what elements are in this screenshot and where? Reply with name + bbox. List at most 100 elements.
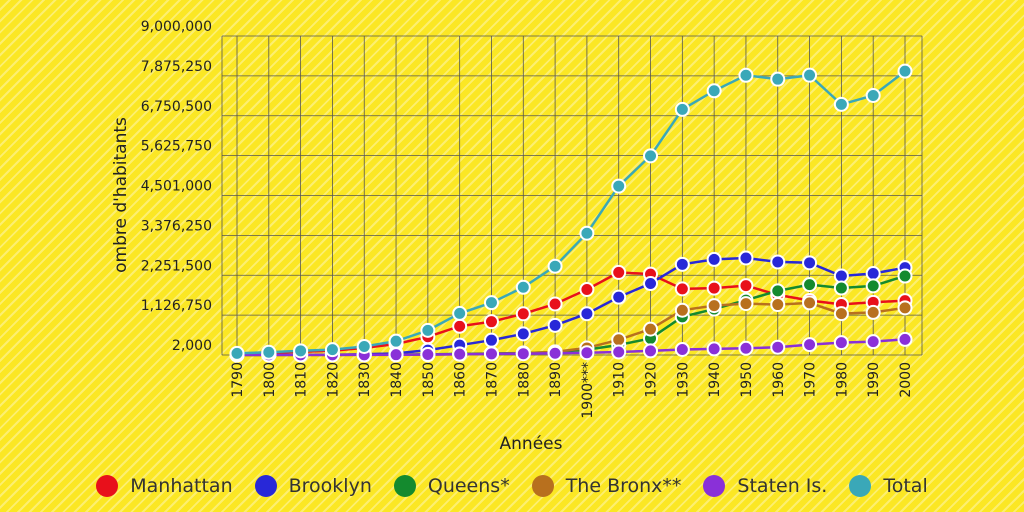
x-tick-label: 1950 — [739, 362, 755, 398]
x-axis-label: Années — [500, 434, 563, 454]
data-point — [452, 346, 468, 362]
data-point — [897, 300, 913, 316]
legend-swatch — [703, 475, 726, 497]
data-point — [802, 337, 818, 353]
data-point — [547, 345, 563, 361]
data-point — [547, 317, 563, 333]
x-tick-label: 1880 — [516, 362, 532, 398]
x-tick-label: 1890 — [548, 362, 564, 398]
x-tick-label: 1930 — [675, 362, 691, 398]
y-tick-label: 5,625,750 — [141, 139, 212, 155]
x-tick-label: 1920 — [644, 362, 660, 398]
data-point — [674, 341, 690, 357]
data-point — [770, 71, 786, 87]
legend-swatch — [849, 475, 872, 497]
legend-item: The Bronx** — [531, 475, 681, 497]
y-tick-label: 3,376,250 — [141, 218, 212, 234]
legend-swatch — [96, 475, 119, 497]
data-point — [324, 342, 340, 358]
x-tick-label: 1900*** — [580, 362, 596, 419]
data-point — [229, 345, 245, 361]
legend-item: Staten Is. — [703, 475, 827, 497]
data-point — [611, 332, 627, 348]
legend-swatch — [531, 475, 554, 497]
data-point — [802, 295, 818, 311]
data-point — [547, 296, 563, 312]
data-point — [897, 268, 913, 284]
data-point — [420, 322, 436, 338]
data-point — [802, 277, 818, 293]
legend-swatch — [393, 475, 416, 497]
data-point — [579, 225, 595, 241]
data-point — [261, 344, 277, 360]
series-line — [237, 338, 906, 357]
x-tick-label: 1910 — [612, 362, 628, 398]
x-tick-label: 1980 — [834, 362, 850, 398]
data-point — [515, 346, 531, 362]
data-point — [706, 280, 722, 296]
data-point — [452, 318, 468, 334]
data-point — [643, 343, 659, 359]
data-point — [579, 281, 595, 297]
y-tick-label: 7,875,250 — [141, 59, 212, 75]
x-tick-label: 1810 — [294, 362, 310, 398]
data-point — [483, 295, 499, 311]
x-tick-label: 1840 — [389, 362, 405, 398]
data-point — [706, 341, 722, 357]
data-point — [897, 63, 913, 79]
data-point — [833, 335, 849, 351]
data-point — [770, 254, 786, 270]
data-point — [770, 297, 786, 313]
data-point — [706, 251, 722, 267]
data-point — [674, 101, 690, 117]
chart-grid — [221, 35, 923, 356]
data-point — [865, 278, 881, 294]
data-point — [833, 268, 849, 284]
legend-item: Queens* — [393, 475, 510, 497]
data-point — [674, 302, 690, 318]
x-tick-label: 1970 — [803, 362, 819, 398]
data-point — [833, 306, 849, 322]
data-point — [579, 345, 595, 361]
x-tick-label: 1830 — [357, 362, 373, 398]
data-point — [738, 340, 754, 356]
x-tick-label: 1800 — [262, 362, 278, 398]
x-tick-label: 1940 — [707, 362, 723, 398]
series-line — [236, 70, 906, 355]
data-point — [483, 332, 499, 348]
data-point — [388, 347, 404, 363]
data-point — [738, 296, 754, 312]
data-point — [802, 67, 818, 83]
data-point — [611, 344, 627, 360]
legend-swatch — [254, 475, 277, 497]
data-point — [833, 96, 849, 112]
data-point — [865, 87, 881, 103]
data-point — [579, 306, 595, 322]
data-point — [356, 338, 372, 354]
y-axis-ticks: 2,000 1,126,750 2,251,500 3,376,250 4,501,00… — [141, 19, 212, 354]
data-point — [643, 276, 659, 292]
x-tick-label: 1990 — [866, 362, 882, 398]
y-tick-label: 1,126,750 — [141, 298, 212, 314]
line-chart: 2,000 1,126,750 2,251,500 3,376,250 4,501,00… — [111, 19, 923, 454]
data-point — [738, 278, 754, 294]
legend-label: Brooklyn — [288, 475, 372, 497]
y-tick-label: 6,750,500 — [141, 99, 212, 115]
data-point — [706, 83, 722, 99]
chart-legend: Manhattan Brooklyn Queens* The Bronx** State… — [0, 472, 1024, 500]
data-point — [452, 305, 468, 321]
data-point — [770, 283, 786, 299]
data-point — [738, 250, 754, 266]
y-tick-label: 9,000,000 — [141, 19, 212, 35]
data-point — [547, 258, 563, 274]
x-axis-ticks: 1790 1800 1810 1820 1830 1840 1850 1860 1870 1880… — [230, 362, 914, 419]
x-tick-label: 1790 — [230, 362, 246, 398]
legend-label: Manhattan — [130, 475, 233, 497]
data-point — [897, 331, 913, 347]
x-tick-label: 1870 — [484, 362, 500, 398]
y-tick-label: 2,251,500 — [141, 258, 212, 274]
data-point — [420, 347, 436, 363]
data-point — [515, 306, 531, 322]
data-point — [515, 279, 531, 295]
data-point — [483, 346, 499, 362]
